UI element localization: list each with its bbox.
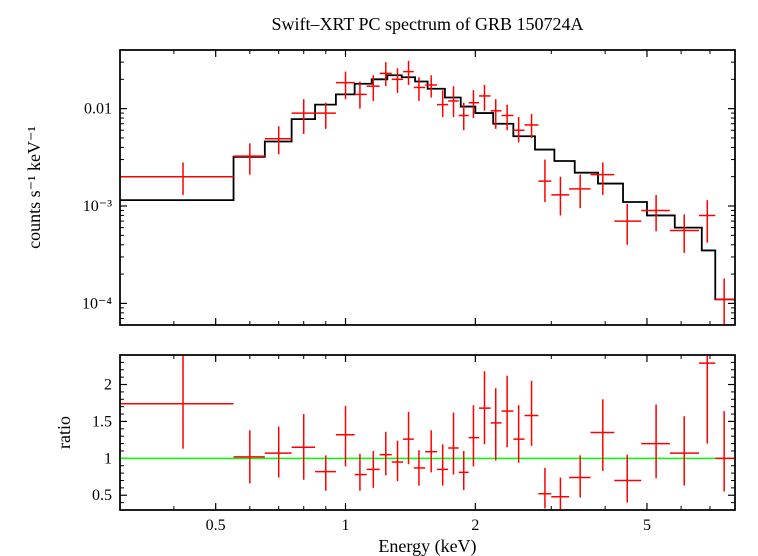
spectrum-chart: Swift–XRT PC spectrum of GRB 150724A 0.5 1…: [0, 0, 758, 556]
chart-svg: Swift–XRT PC spectrum of GRB 150724A 0.5 1…: [0, 0, 758, 556]
svg-text:10⁻³: 10⁻³: [83, 198, 112, 215]
svg-text:1.5: 1.5: [92, 413, 112, 430]
svg-text:counts s⁻¹ keV⁻¹: counts s⁻¹ keV⁻¹: [24, 126, 44, 249]
svg-text:0.5: 0.5: [92, 487, 112, 504]
svg-text:1: 1: [104, 450, 112, 467]
svg-text:1: 1: [342, 517, 350, 534]
svg-text:ratio: ratio: [54, 416, 74, 449]
svg-text:0.5: 0.5: [206, 517, 226, 534]
svg-text:Swift–XRT PC spectrum of GRB 1: Swift–XRT PC spectrum of GRB 150724A: [271, 14, 583, 34]
svg-text:Energy (keV): Energy (keV): [378, 536, 476, 556]
svg-text:5: 5: [643, 517, 651, 534]
svg-text:10⁻⁴: 10⁻⁴: [82, 295, 112, 312]
svg-text:2: 2: [104, 377, 112, 394]
svg-text:0.01: 0.01: [84, 101, 112, 118]
svg-text:2: 2: [471, 517, 479, 534]
